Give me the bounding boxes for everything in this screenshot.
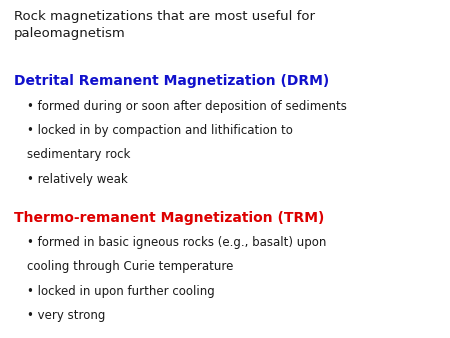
- Text: • locked in upon further cooling: • locked in upon further cooling: [27, 285, 215, 297]
- Text: • locked in by compaction and lithification to: • locked in by compaction and lithificat…: [27, 124, 293, 137]
- Text: • formed during or soon after deposition of sediments: • formed during or soon after deposition…: [27, 100, 347, 113]
- Text: Rock magnetizations that are most useful for
paleomagnetism: Rock magnetizations that are most useful…: [14, 10, 315, 40]
- Text: • very strong: • very strong: [27, 309, 105, 322]
- Text: cooling through Curie temperature: cooling through Curie temperature: [27, 260, 234, 273]
- Text: • formed in basic igneous rocks (e.g., basalt) upon: • formed in basic igneous rocks (e.g., b…: [27, 236, 326, 249]
- Text: • relatively weak: • relatively weak: [27, 173, 128, 186]
- Text: Detrital Remanent Magnetization (DRM): Detrital Remanent Magnetization (DRM): [14, 74, 329, 88]
- Text: sedimentary rock: sedimentary rock: [27, 148, 130, 161]
- Text: Thermo-remanent Magnetization (TRM): Thermo-remanent Magnetization (TRM): [14, 211, 324, 224]
